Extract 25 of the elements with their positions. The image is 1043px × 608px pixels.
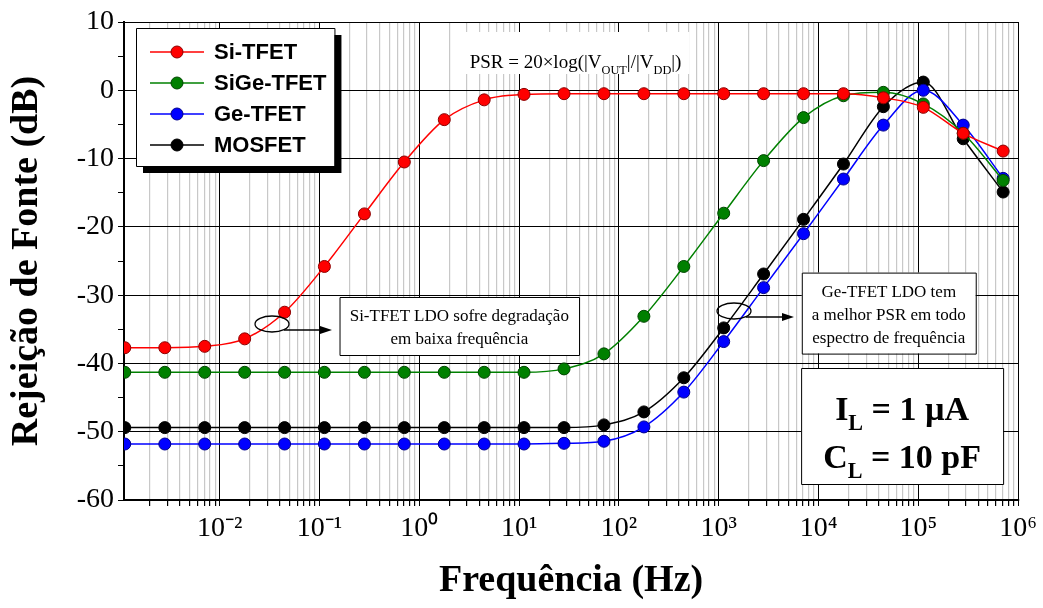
x-tick-label: 10¹ [500,511,538,543]
x-tick-label: 10³ [700,511,737,543]
x-tick-label: 10⁶ [999,511,1037,543]
x-tick-label: 10⁻¹ [296,511,343,543]
annotation: Si-TFET LDO sofre degradação em baixa frequência [349,306,569,349]
legend-label: SiGe-TFET [214,70,328,96]
y-tick-label: -50 [76,414,114,446]
y-tick-label: 0 [100,72,114,104]
legend-label: MOSFET [214,132,307,158]
x-tick-label: 10⁻² [196,511,243,543]
x-tick-label: 10² [600,511,638,543]
x-tick-label: 10⁰ [400,511,439,543]
x-tick-label: 10⁴ [799,511,838,543]
y-tick-label: -30 [76,277,114,309]
x-tick-label: 10⁵ [899,511,938,543]
y-tick-label: 10 [86,4,114,36]
y-axis-title: Rejeição de Fonte (dB) [2,75,46,447]
legend-label: Si-TFET [214,39,298,65]
y-tick-label: -40 [76,345,114,377]
annotation: Ge-TFET LDO tem a melhor PSR em todo espectro de frequência [811,281,966,347]
y-tick-label: -10 [76,140,114,172]
y-tick-label: -20 [76,209,114,241]
legend-label: Ge-TFET [214,101,307,127]
y-tick-label: -60 [76,482,114,514]
x-axis-title: Frequência (Hz) [438,557,704,601]
